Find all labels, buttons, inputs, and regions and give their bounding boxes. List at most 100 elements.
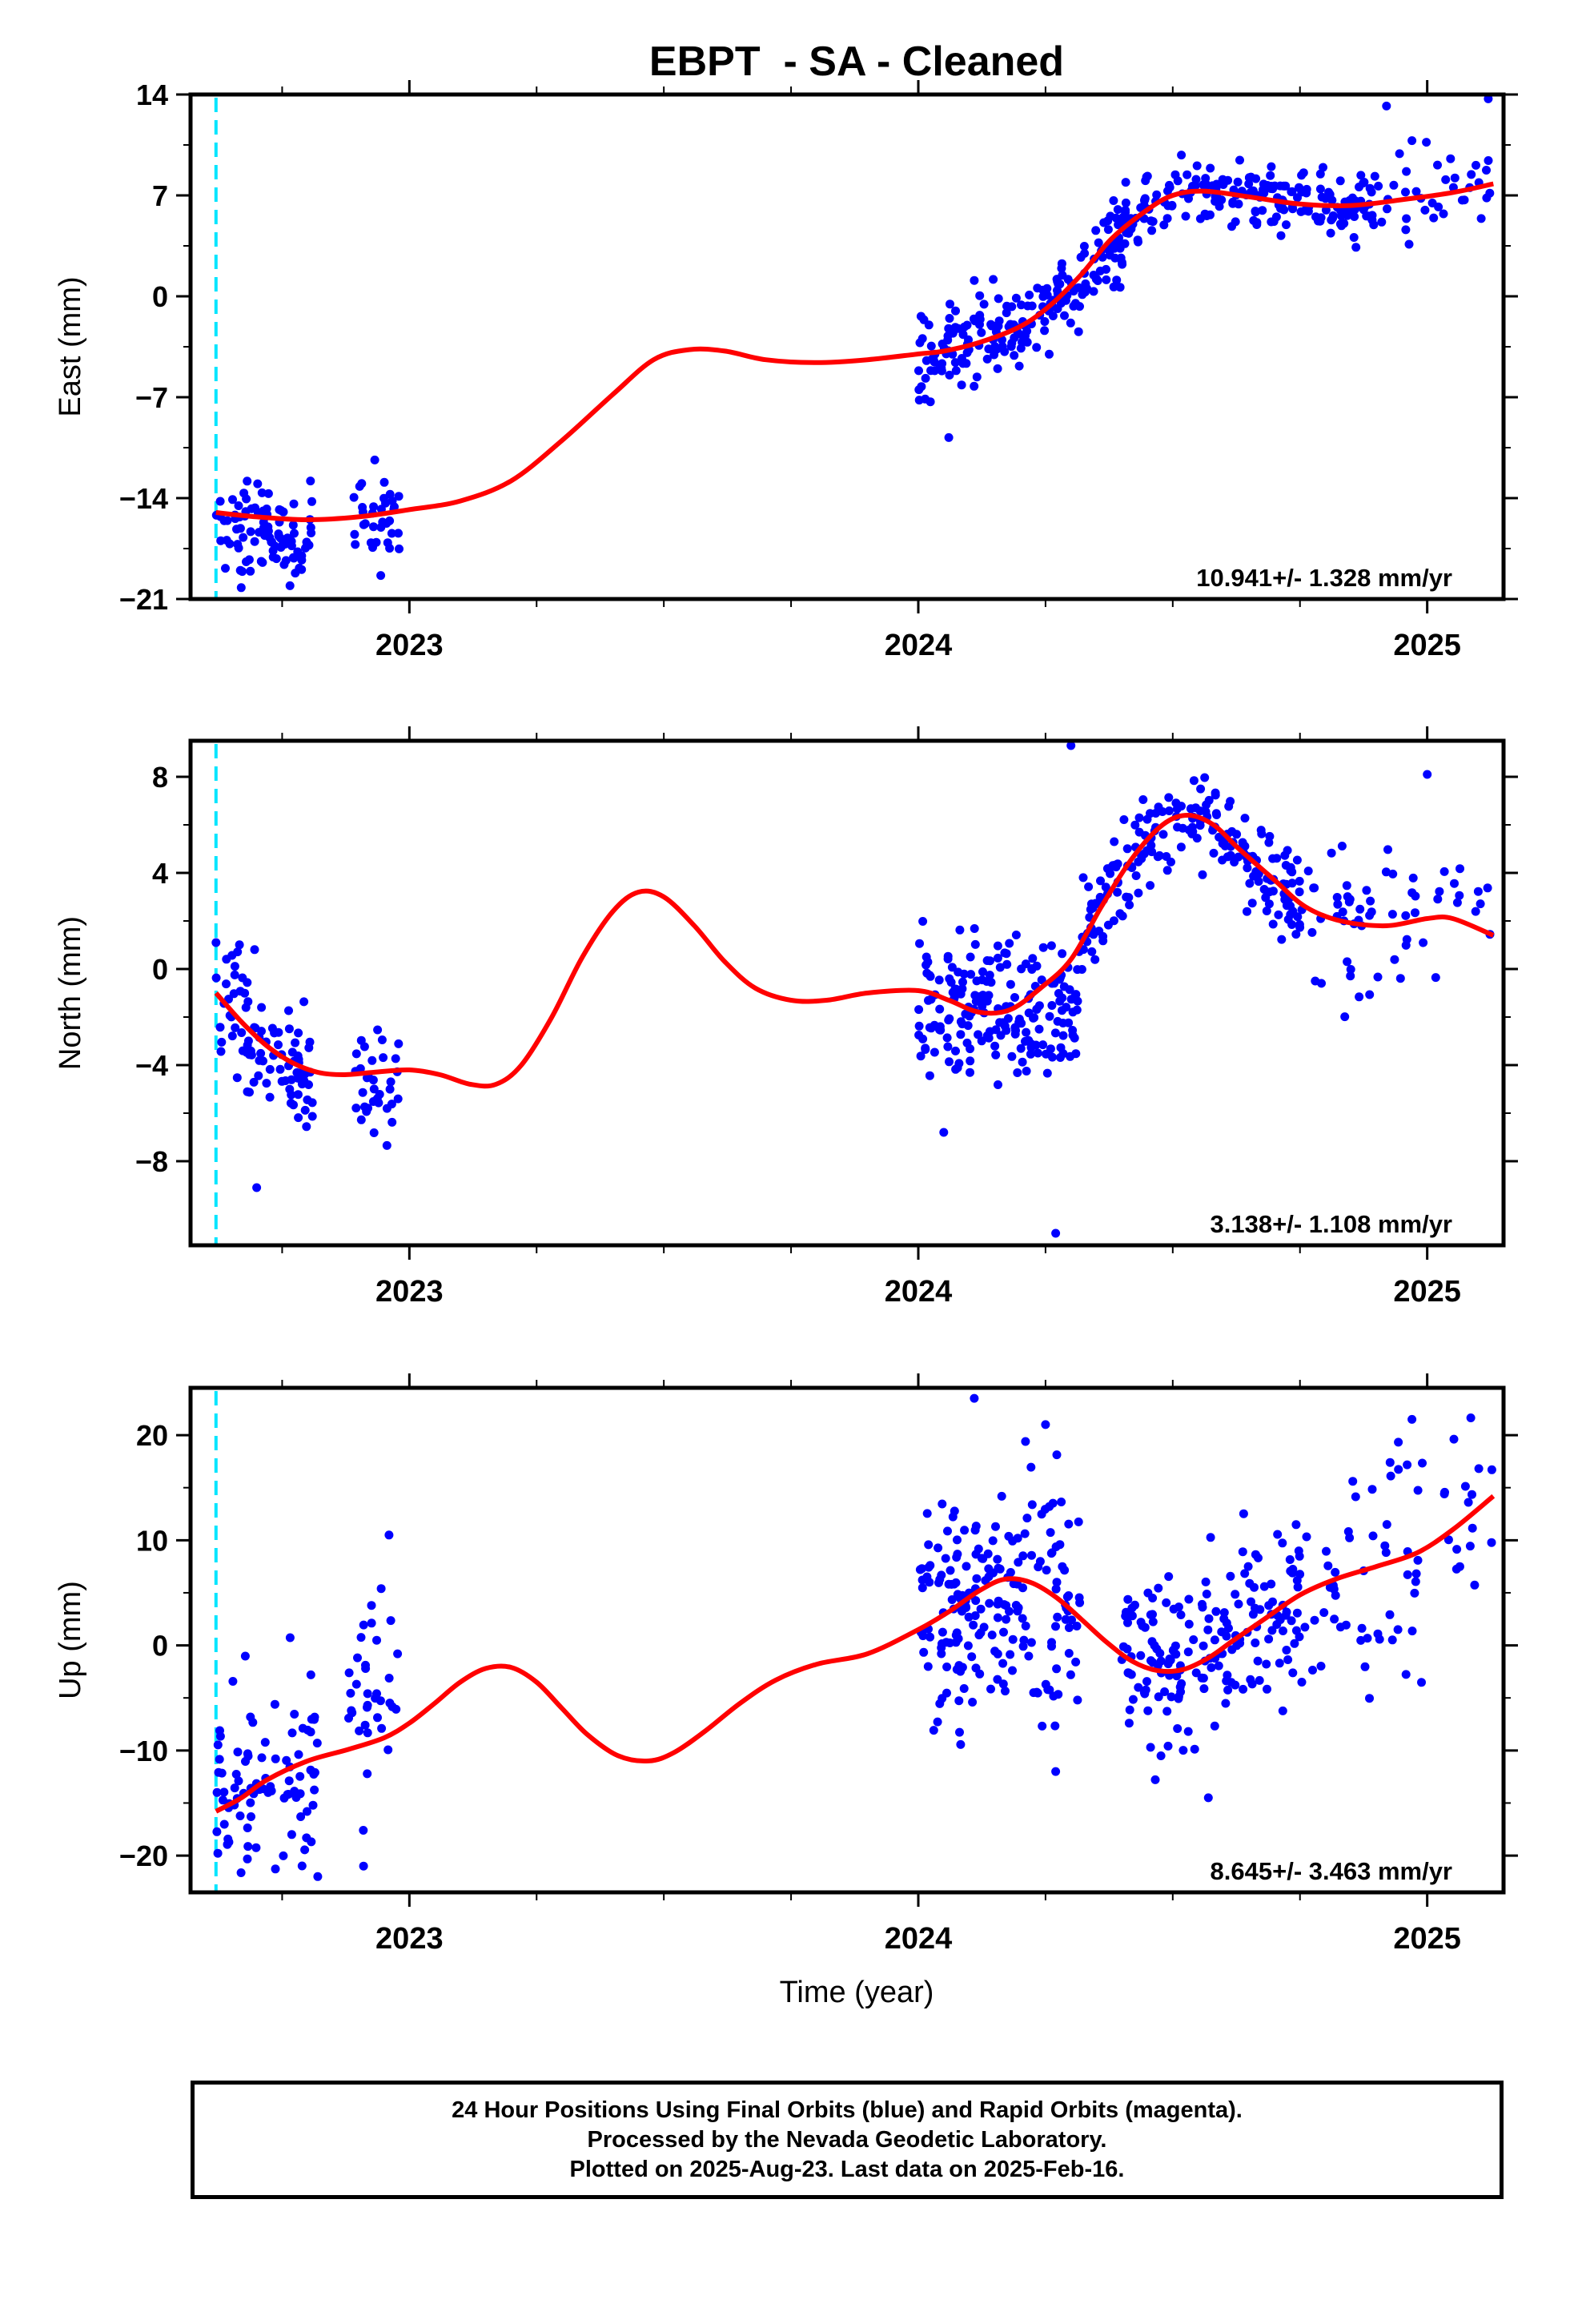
data-point	[1427, 199, 1437, 207]
data-point	[993, 1554, 1002, 1564]
data-point	[1206, 163, 1215, 173]
data-point	[1217, 1627, 1227, 1637]
data-point	[304, 1080, 313, 1089]
data-point	[1282, 901, 1291, 911]
data-point	[942, 1663, 952, 1671]
data-point	[1067, 1615, 1076, 1625]
data-point	[1106, 211, 1115, 221]
data-point	[1098, 931, 1108, 941]
data-point	[1401, 187, 1410, 197]
data-point	[1074, 1517, 1083, 1526]
data-point	[1464, 1498, 1473, 1507]
data-point	[1057, 1498, 1066, 1506]
data-point	[1048, 312, 1058, 320]
data-point	[1091, 226, 1101, 235]
data-point	[1199, 1684, 1209, 1694]
data-point	[1016, 1043, 1026, 1053]
x-tick-label: 2025	[1393, 629, 1461, 662]
data-point	[1066, 1670, 1075, 1679]
data-point	[1370, 171, 1379, 181]
data-point	[970, 939, 980, 949]
data-point	[1291, 930, 1301, 939]
data-point	[990, 1041, 1000, 1051]
data-point	[1076, 252, 1086, 262]
data-point	[1214, 1661, 1223, 1671]
data-point	[1317, 192, 1327, 202]
data-point	[367, 1618, 376, 1628]
data-point	[1110, 837, 1119, 846]
data-point	[1006, 342, 1016, 352]
data-point	[1013, 1068, 1022, 1077]
data-point	[1253, 1656, 1263, 1666]
data-point	[1156, 1656, 1166, 1666]
data-point	[1005, 939, 1014, 948]
data-point	[243, 476, 252, 486]
data-point	[1385, 1610, 1395, 1619]
data-point	[1010, 1029, 1020, 1039]
data-point	[363, 1703, 371, 1712]
data-point	[1187, 829, 1197, 838]
data-point	[276, 543, 286, 552]
data-point	[958, 977, 967, 987]
data-point	[1113, 205, 1122, 215]
data-point	[1027, 1500, 1037, 1510]
data-point	[252, 1183, 262, 1192]
data-point	[246, 1798, 255, 1807]
data-point	[228, 495, 237, 505]
data-point	[1173, 822, 1182, 832]
data-point	[1162, 866, 1172, 875]
data-point	[1316, 1662, 1326, 1671]
data-point	[263, 526, 273, 536]
data-point	[995, 963, 1005, 972]
data-point	[956, 1030, 966, 1039]
data-point	[1231, 1590, 1240, 1599]
data-point	[235, 987, 245, 996]
data-point	[1258, 206, 1267, 215]
data-point	[1367, 907, 1376, 917]
data-point	[1032, 961, 1042, 971]
data-point	[1096, 876, 1105, 886]
data-point	[1385, 1458, 1395, 1467]
data-point	[1146, 1743, 1155, 1752]
data-point	[1450, 879, 1459, 888]
data-point	[383, 538, 392, 548]
data-point	[1243, 1562, 1253, 1571]
data-point	[1201, 1577, 1211, 1586]
data-point	[384, 1530, 394, 1540]
data-point	[937, 1570, 946, 1580]
data-point	[217, 1037, 227, 1047]
x-tick-label: 2024	[885, 1275, 953, 1309]
data-point	[1013, 1579, 1022, 1589]
data-point	[295, 1771, 305, 1781]
data-point	[1011, 293, 1021, 303]
data-point	[998, 1659, 1008, 1668]
data-point	[295, 1789, 305, 1799]
data-point	[958, 1606, 966, 1616]
data-point	[1356, 171, 1366, 180]
data-point	[1066, 318, 1075, 328]
data-point	[1164, 793, 1174, 802]
data-point	[382, 1104, 391, 1113]
data-point	[921, 356, 931, 365]
data-point	[235, 940, 244, 950]
data-point	[1332, 893, 1342, 902]
data-point	[954, 1059, 964, 1068]
data-point	[1296, 207, 1306, 216]
data-point	[993, 1613, 1002, 1622]
data-point	[285, 1084, 295, 1094]
data-point	[948, 1512, 958, 1522]
data-point	[1165, 183, 1174, 192]
data-point	[1211, 1606, 1221, 1616]
data-point	[1045, 1011, 1054, 1021]
data-point	[307, 1112, 317, 1121]
data-point	[1355, 992, 1364, 1002]
data-point	[924, 1562, 934, 1572]
data-point	[962, 359, 971, 368]
y-tick-label: −10	[119, 1735, 168, 1767]
data-point	[289, 1100, 298, 1110]
data-point	[1272, 854, 1282, 863]
data-point	[1166, 1692, 1176, 1702]
data-point	[1429, 213, 1439, 223]
data-point	[230, 1783, 239, 1793]
data-point	[1122, 844, 1132, 854]
